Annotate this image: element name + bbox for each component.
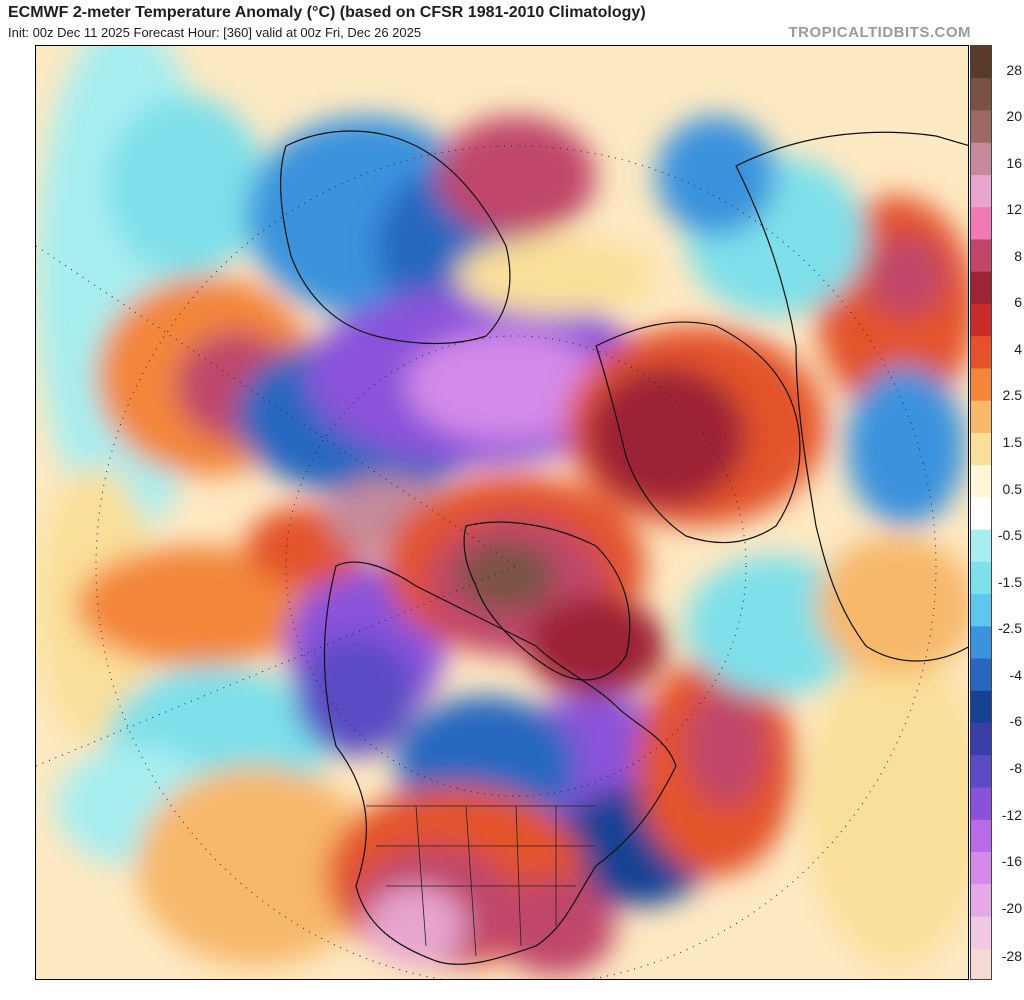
site-watermark: TROPICALTIDBITS.COM: [788, 24, 971, 41]
colorbar-swatch: [971, 852, 991, 885]
colorbar-swatch: [971, 303, 991, 337]
colorbar-swatch: [971, 78, 991, 111]
colorbar-swatch: [971, 626, 991, 660]
colorbar-swatch: [971, 142, 991, 176]
colorbar-swatch: [971, 529, 991, 563]
colorbar-swatch: [971, 336, 991, 369]
colorbar-swatch: [971, 723, 991, 756]
colorbar-swatch: [971, 819, 991, 853]
map-title: ECMWF 2-meter Temperature Anomaly (°C) (…: [8, 4, 646, 21]
colorbar-swatch: [971, 916, 991, 950]
colorbar-swatch: [971, 465, 991, 498]
anomaly-shading: [36, 46, 968, 976]
colorbar-swatch: [971, 110, 991, 144]
forecast-info: Init: 00z Dec 11 2025 Forecast Hour: [36…: [8, 25, 422, 40]
colorbar-swatch: [971, 561, 991, 595]
colorbar-swatch: [971, 755, 991, 789]
colorbar-swatch: [971, 174, 991, 208]
anomaly-field: [36, 46, 968, 979]
colorbar: [970, 45, 992, 980]
colorbar-swatch: [971, 884, 991, 918]
coastlines: [279, 130, 968, 965]
colorbar-swatch: [971, 497, 991, 531]
colorbar-swatch: [971, 46, 991, 79]
colorbar-swatch: [971, 207, 991, 240]
colorbar-swatches: [971, 46, 991, 979]
latitude-lines: [36, 145, 937, 979]
colorbar-swatch: [971, 787, 991, 821]
state-borders: [366, 805, 596, 957]
colorbar-swatch: [971, 368, 991, 402]
colorbar-swatch: [971, 690, 991, 724]
colorbar-swatch: [971, 432, 991, 466]
colorbar-swatch: [971, 594, 991, 627]
anomaly-map: [35, 45, 969, 980]
colorbar-swatch: [971, 239, 991, 273]
colorbar-swatch: [971, 658, 991, 692]
colorbar-swatch: [971, 271, 991, 305]
colorbar-swatch: [971, 400, 991, 434]
colorbar-swatch: [971, 948, 991, 979]
